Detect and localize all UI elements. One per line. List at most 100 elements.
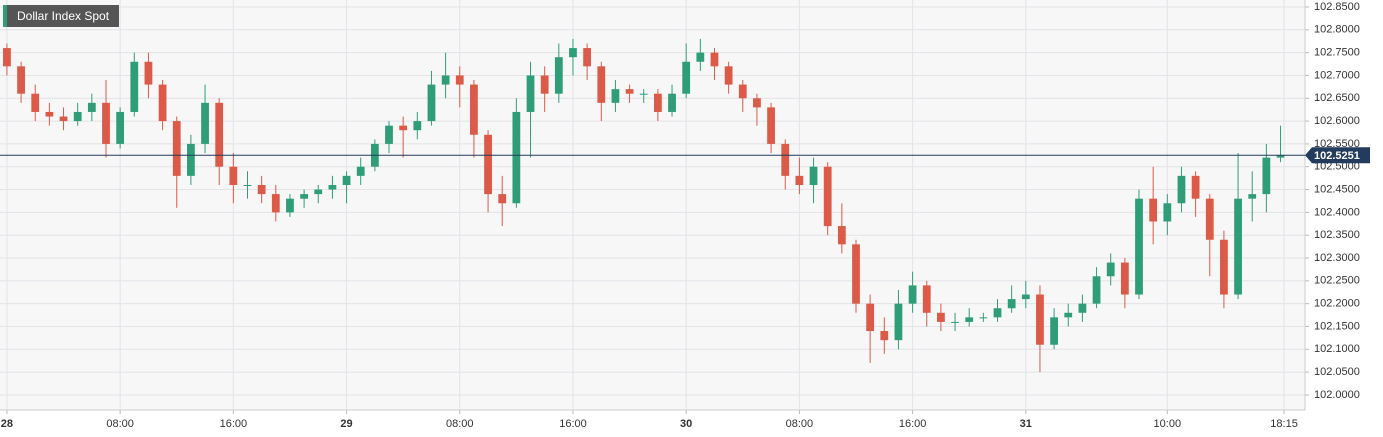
- candle-body: [45, 111, 54, 117]
- candle-body: [1007, 299, 1016, 309]
- x-tick-label: 08:00: [106, 418, 134, 430]
- candle-body: [852, 244, 860, 304]
- y-tick-label: 102.6500: [1314, 92, 1360, 104]
- y-tick-label: 102.6000: [1314, 115, 1360, 127]
- x-tick-label: 08:00: [786, 418, 814, 430]
- candle-body: [102, 102, 110, 144]
- y-tick-label: 102.7000: [1314, 69, 1360, 81]
- y-tick-label: 102.5500: [1314, 138, 1360, 150]
- candle-body: [767, 107, 775, 144]
- candle-body: [300, 194, 308, 199]
- candle-body: [427, 84, 436, 122]
- candle-body: [526, 75, 535, 112]
- candle-body: [625, 89, 634, 94]
- y-tick-label: 102.4000: [1314, 206, 1360, 218]
- candle-body: [73, 111, 82, 122]
- title-box: [3, 5, 119, 27]
- candle-body: [257, 184, 266, 195]
- candle-body: [1276, 155, 1285, 158]
- candle-body: [455, 75, 464, 85]
- candle-body: [328, 184, 337, 190]
- candle-body: [243, 184, 252, 186]
- candle-body: [866, 303, 875, 332]
- grid: [0, 0, 1305, 410]
- candle-body: [738, 84, 747, 99]
- candle-body: [1106, 262, 1115, 277]
- plot-background: [0, 0, 1305, 410]
- y-tick-label: 102.1000: [1314, 343, 1360, 355]
- candle-body: [1262, 157, 1271, 195]
- candle-body: [965, 317, 974, 322]
- candle-body: [809, 166, 818, 185]
- candle-body: [597, 66, 606, 103]
- candle-body: [158, 84, 167, 122]
- candle-body: [639, 93, 648, 95]
- candle-body: [1036, 294, 1044, 345]
- y-tick-label: 102.1500: [1314, 320, 1360, 332]
- candle-body: [3, 48, 11, 67]
- candle-body: [484, 134, 492, 195]
- candle-body: [922, 285, 931, 313]
- candle-body: [1120, 262, 1129, 295]
- candle-body: [144, 61, 153, 85]
- candle-body: [1248, 194, 1257, 199]
- y-tick-label: 102.3000: [1314, 252, 1360, 264]
- candle-body: [116, 111, 125, 144]
- candle-body: [795, 175, 804, 185]
- y-tick-label: 102.0500: [1314, 366, 1360, 378]
- candle-body: [979, 317, 988, 319]
- candle-body: [1191, 175, 1200, 199]
- title-accent: [3, 5, 7, 27]
- candle-body: [130, 61, 139, 112]
- candle-body: [1021, 294, 1030, 300]
- candle-body: [356, 166, 365, 176]
- candle-body: [413, 121, 422, 131]
- candle-body: [724, 66, 733, 85]
- candle-body: [951, 321, 959, 323]
- candle-body: [540, 75, 549, 94]
- candle-body: [668, 93, 676, 112]
- y-tick-label: 102.7500: [1314, 47, 1360, 59]
- candle-body: [17, 66, 25, 94]
- y-tick-label: 102.3500: [1314, 229, 1360, 241]
- x-tick-label: 16:00: [559, 418, 587, 430]
- y-tick-label: 102.2500: [1314, 275, 1360, 287]
- candle-body: [441, 75, 450, 85]
- candle-body: [554, 57, 563, 94]
- candle-body: [696, 52, 705, 62]
- candle-body: [1092, 276, 1101, 304]
- candle-body: [1234, 198, 1242, 295]
- chart-title: Dollar Index Spot: [17, 9, 110, 23]
- candle-body: [908, 285, 917, 304]
- candle-body: [611, 89, 620, 103]
- candle-body: [823, 166, 832, 227]
- candle-body: [1149, 198, 1158, 222]
- candle-body: [837, 226, 846, 245]
- candle-body: [201, 102, 209, 144]
- candle-body: [880, 331, 889, 341]
- y-tick-label: 102.8500: [1314, 1, 1360, 13]
- y-tick-label: 102.0000: [1314, 389, 1360, 401]
- x-tick-label: 30: [680, 418, 692, 430]
- candle-body: [271, 194, 280, 213]
- x-tick-label: 29: [340, 418, 352, 430]
- candle-body: [937, 312, 945, 322]
- candle-body: [1078, 303, 1087, 313]
- candle-body: [399, 125, 408, 131]
- candle-body: [993, 308, 1002, 318]
- y-tick-label: 102.2000: [1314, 298, 1360, 310]
- candle-body: [1135, 198, 1143, 295]
- candle-body: [187, 143, 195, 176]
- candle-body: [894, 303, 903, 341]
- candle-body: [59, 116, 68, 122]
- candle-body: [1064, 312, 1073, 318]
- y-tick-label: 102.5000: [1314, 161, 1360, 173]
- x-tick-label: 10:00: [1154, 418, 1182, 430]
- candles: [3, 38, 1285, 373]
- x-tick-label: 16:00: [220, 418, 248, 430]
- candle-body: [1177, 175, 1186, 204]
- candle-body: [215, 102, 224, 167]
- candle-body: [1205, 198, 1214, 240]
- y-tick-label: 102.8000: [1314, 24, 1360, 36]
